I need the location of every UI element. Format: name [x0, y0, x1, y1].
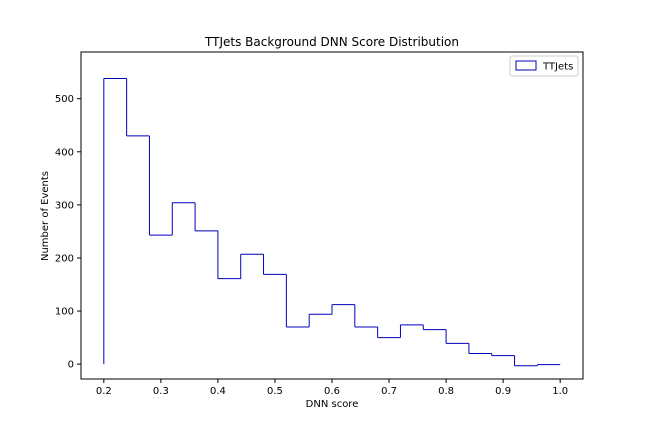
y-tick-label: 200: [55, 253, 74, 264]
y-tick-label: 100: [55, 307, 74, 318]
y-tick-label: 400: [55, 147, 74, 158]
x-tick-label: 0.4: [210, 386, 226, 397]
x-tick-label: 0.5: [267, 386, 283, 397]
y-tick-label: 500: [55, 94, 74, 105]
x-tick-label: 0.7: [381, 386, 397, 397]
x-tick-label: 0.2: [96, 386, 112, 397]
x-tick-label: 1.0: [552, 386, 568, 397]
x-tick-label: 0.3: [153, 386, 169, 397]
y-tick-label: 0: [68, 360, 74, 371]
x-axis-label: DNN score: [306, 399, 359, 410]
x-tick-label: 0.8: [438, 386, 454, 397]
x-tick-label: 0.6: [324, 386, 340, 397]
legend-swatch: [515, 60, 537, 71]
legend-label: TTJets: [542, 62, 573, 73]
legend: TTJets: [509, 55, 579, 77]
y-tick-label: 300: [55, 200, 74, 211]
chart-title: TTJets Background DNN Score Distribution: [204, 35, 459, 49]
y-axis-label: Number of Events: [40, 171, 51, 261]
axes-frame: [80, 51, 584, 380]
plot-area: 0.2 0.3 0.4 0.5 0.6 0.7 0.8 0.9 1.0 0 100 200 300 400…: [55, 51, 584, 397]
x-tick-label: 0.9: [495, 386, 511, 397]
